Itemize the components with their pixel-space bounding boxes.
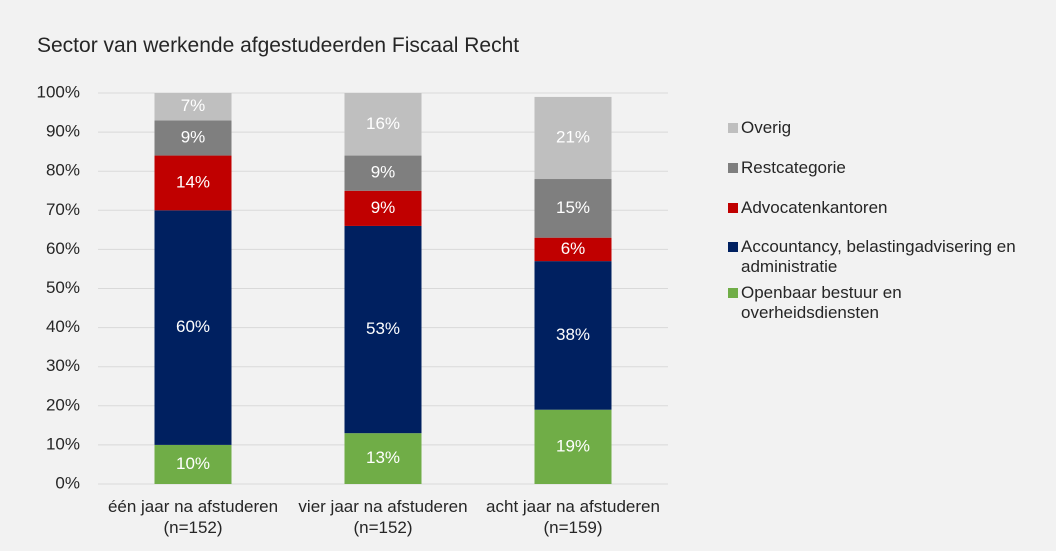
bar-segment	[534, 96, 612, 180]
legend-label: Accountancy, belastingadvisering en admi…	[741, 237, 1016, 276]
y-tick-label: 80%	[46, 161, 80, 180]
data-label: 10%	[176, 454, 210, 473]
data-label: 9%	[371, 198, 396, 217]
legend-swatch	[728, 123, 738, 133]
legend-swatch	[728, 203, 738, 213]
legend-item: Restcategorie	[728, 158, 1048, 178]
legend-swatch	[728, 163, 738, 173]
bar-segment	[534, 179, 612, 238]
y-tick-label: 40%	[46, 317, 80, 336]
legend-label: Restcategorie	[741, 158, 846, 177]
y-tick-label: 70%	[46, 200, 80, 219]
y-tick-label: 10%	[46, 434, 80, 453]
bar-segment	[534, 409, 612, 484]
y-tick-label: 50%	[46, 278, 80, 297]
data-label: 7%	[181, 96, 206, 115]
bar-segment	[344, 155, 422, 191]
y-tick-label: 100%	[37, 82, 80, 101]
data-label: 9%	[181, 127, 206, 146]
data-label: 9%	[371, 163, 396, 182]
x-tick-label: vier jaar na afstuderen (n=152)	[298, 497, 468, 537]
bar-segment	[534, 261, 612, 410]
data-label: 53%	[366, 319, 400, 338]
legend-item: Overig	[728, 118, 1048, 138]
legend-item: Openbaar bestuur en overheidsdiensten	[728, 283, 1048, 323]
y-tick-label: 20%	[46, 395, 80, 414]
chart-title: Sector van werkende afgestudeerden Fisca…	[37, 34, 520, 57]
y-tick-label: 90%	[46, 122, 80, 141]
bar-segment	[344, 190, 422, 226]
legend-label: Overig	[741, 118, 792, 137]
y-tick-label: 30%	[46, 356, 80, 375]
bar-segment	[344, 433, 422, 484]
data-label: 6%	[561, 239, 586, 258]
y-tick-label: 60%	[46, 239, 80, 258]
data-label: 21%	[556, 127, 590, 146]
data-label: 15%	[556, 198, 590, 217]
legend-item: Accountancy, belastingadvisering en admi…	[728, 237, 1048, 277]
data-label: 13%	[366, 448, 400, 467]
legend-label: Openbaar bestuur en overheidsdiensten	[741, 283, 902, 322]
bar-segment	[154, 93, 232, 121]
bar-segment	[344, 225, 422, 434]
y-tick-label: 0%	[55, 473, 80, 492]
x-tick-label: één jaar na afstuderen (n=152)	[107, 497, 279, 537]
bar-segment	[154, 155, 232, 211]
bar-segment	[154, 120, 232, 156]
bar-segment	[534, 237, 612, 262]
legend-item: Advocatenkantoren	[728, 198, 1048, 218]
data-label: 14%	[176, 172, 210, 191]
data-label: 38%	[556, 325, 590, 344]
bar-segment	[154, 210, 232, 445]
data-label: 60%	[176, 317, 210, 336]
legend-swatch	[728, 288, 738, 298]
bar-segment	[154, 444, 232, 484]
data-label: 16%	[366, 114, 400, 133]
data-label: 19%	[556, 436, 590, 455]
bar-segment	[344, 93, 422, 156]
x-tick-label: acht jaar na afstuderen (n=159)	[486, 497, 660, 537]
legend-label: Advocatenkantoren	[741, 198, 888, 217]
legend-swatch	[728, 242, 738, 252]
